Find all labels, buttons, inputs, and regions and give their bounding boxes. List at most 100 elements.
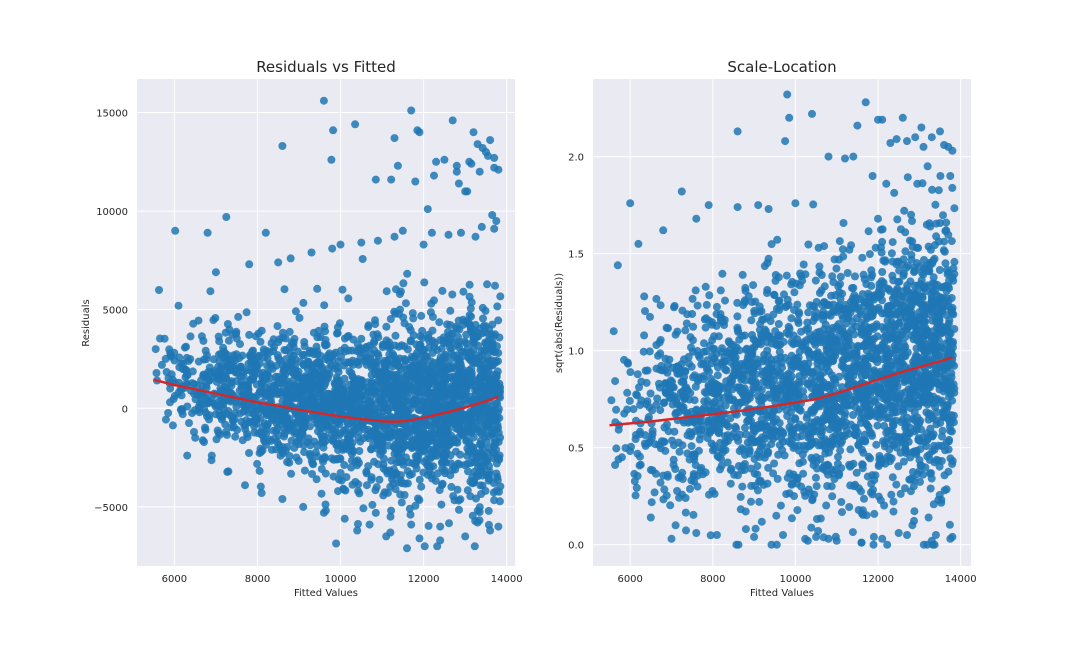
scatter-point bbox=[689, 322, 698, 331]
scatter-point bbox=[448, 116, 457, 125]
scatter-point bbox=[811, 276, 820, 285]
scatter-point bbox=[456, 399, 465, 408]
scatter-point bbox=[395, 375, 404, 383]
scatter-point bbox=[781, 303, 790, 311]
scatter-point bbox=[336, 405, 345, 414]
scatter-point bbox=[446, 451, 455, 460]
scatter-point bbox=[493, 302, 502, 311]
y-axis-label-residuals: Residuals bbox=[81, 299, 92, 346]
scatter-point bbox=[232, 329, 241, 338]
scatter-point bbox=[304, 357, 313, 366]
scatter-point bbox=[167, 370, 176, 379]
scatter-point bbox=[212, 401, 221, 410]
scatter-point bbox=[948, 460, 957, 469]
scatter-point bbox=[738, 270, 747, 279]
scatter-point bbox=[409, 331, 418, 340]
scatter-point bbox=[203, 412, 212, 421]
scatter-point bbox=[416, 340, 425, 349]
scatter-point bbox=[215, 337, 224, 346]
scatter-point bbox=[263, 391, 272, 400]
scatter-point bbox=[455, 356, 464, 365]
scatter-point bbox=[417, 311, 426, 320]
scatter-point bbox=[387, 506, 396, 515]
scatter-point bbox=[238, 351, 247, 360]
y-tick-label: 0 bbox=[122, 404, 128, 415]
y-tick-label: 10000 bbox=[96, 207, 128, 218]
scatter-point bbox=[408, 309, 417, 318]
scatter-point bbox=[236, 340, 244, 349]
scatter-point bbox=[787, 514, 796, 523]
scatter-point bbox=[211, 268, 220, 277]
scatter-point bbox=[248, 374, 257, 383]
scatter-point bbox=[681, 508, 690, 517]
scatter-point bbox=[368, 387, 377, 396]
scatter-point bbox=[864, 227, 873, 236]
scatter-point bbox=[237, 384, 246, 393]
scatter-point bbox=[942, 485, 951, 494]
scatter-point bbox=[405, 424, 414, 433]
scatter-point bbox=[365, 520, 374, 529]
scatter-point bbox=[435, 318, 444, 327]
scatter-point bbox=[900, 206, 909, 215]
scatter-point bbox=[689, 510, 698, 519]
scatter-point bbox=[898, 415, 907, 424]
scatter-point bbox=[481, 486, 490, 495]
scatter-point bbox=[940, 237, 949, 246]
scatter-point bbox=[420, 542, 429, 551]
scatter-point bbox=[399, 460, 408, 469]
scatter-point bbox=[431, 419, 440, 428]
scatter-point bbox=[453, 389, 462, 398]
scatter-point bbox=[375, 475, 384, 484]
scatter-point bbox=[808, 496, 817, 505]
scatter-point bbox=[268, 416, 277, 424]
scatter-point bbox=[476, 461, 485, 470]
scatter-point bbox=[415, 128, 424, 137]
scatter-point bbox=[353, 526, 362, 535]
scatter-point bbox=[386, 512, 395, 521]
scatter-point bbox=[839, 252, 848, 261]
scatter-point bbox=[291, 307, 300, 316]
scatter-point bbox=[928, 185, 937, 194]
scatter-point bbox=[833, 339, 842, 348]
scatter-point bbox=[356, 383, 365, 391]
scatter-point bbox=[236, 362, 245, 371]
scatter-point bbox=[401, 479, 410, 488]
scatter-point bbox=[748, 331, 756, 339]
scatter-point bbox=[495, 487, 503, 496]
scatter-point bbox=[199, 336, 208, 345]
scatter-point bbox=[656, 406, 665, 415]
scatter-point bbox=[469, 128, 478, 137]
scatter-point bbox=[494, 349, 503, 357]
scatter-point bbox=[417, 447, 426, 456]
scatter-point bbox=[477, 222, 486, 231]
scatter-point bbox=[481, 421, 489, 430]
scatter-point bbox=[887, 490, 896, 499]
scatter-point bbox=[311, 448, 320, 457]
scatter-point bbox=[281, 362, 290, 370]
scatter-point bbox=[287, 469, 296, 478]
scatter-point bbox=[896, 489, 905, 498]
y-tick-label: 15000 bbox=[96, 109, 128, 120]
scatter-point bbox=[467, 447, 476, 455]
scatter-point bbox=[243, 429, 251, 438]
scatter-point bbox=[439, 394, 448, 403]
scatter-point bbox=[406, 510, 415, 519]
scatter-point bbox=[486, 136, 495, 145]
scatter-point bbox=[245, 330, 254, 339]
scatter-point bbox=[931, 200, 940, 209]
scatter-point bbox=[678, 441, 687, 450]
scatter-point bbox=[481, 347, 489, 356]
scatter-point bbox=[348, 346, 357, 355]
scatter-point bbox=[278, 495, 287, 503]
scatter-point bbox=[253, 459, 262, 468]
scatter-point bbox=[888, 473, 897, 482]
scatter-point bbox=[239, 372, 248, 381]
scatter-point bbox=[741, 423, 749, 432]
scatter-point bbox=[338, 285, 347, 294]
scatter-point bbox=[342, 358, 351, 367]
scatter-point bbox=[680, 394, 689, 403]
scatter-point bbox=[293, 424, 301, 433]
scatter-point bbox=[400, 404, 409, 413]
scatter-point bbox=[703, 434, 712, 443]
